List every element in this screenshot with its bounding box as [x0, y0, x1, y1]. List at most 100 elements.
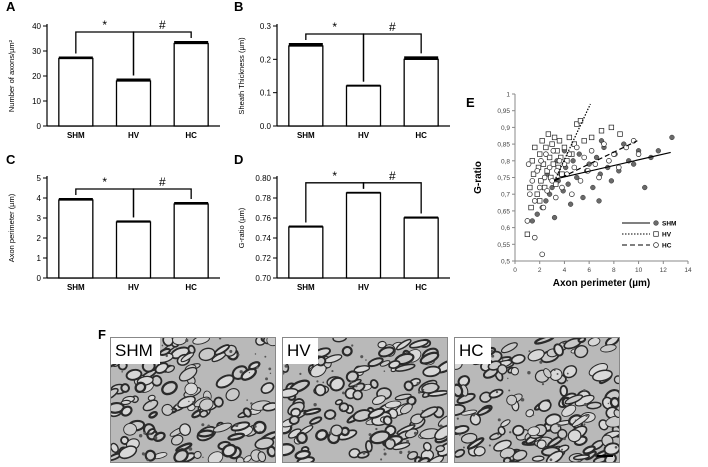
- legend-label-shm: SHM: [662, 221, 676, 228]
- point-shm: [596, 198, 602, 204]
- point-shm: [642, 184, 648, 191]
- y-tick-label: 3: [37, 214, 42, 223]
- point-hc: [541, 174, 548, 181]
- point-hv: [566, 134, 573, 141]
- bar-hc: [403, 217, 439, 279]
- point-hv: [527, 184, 533, 191]
- significance-bracket: [362, 33, 422, 82]
- bar-chart-c: 0 1 2 3 4 5 Axon perimeter (µm) SHM HV HC * #: [7, 174, 220, 292]
- point-hv: [598, 128, 605, 134]
- point-hv: [532, 144, 538, 151]
- point-hc: [569, 191, 575, 197]
- y-tick-label: 2: [37, 234, 42, 243]
- x-tick-label: 6: [587, 267, 591, 274]
- y-tick-label: 0,65: [497, 208, 510, 215]
- y-tick-label: 0.72: [255, 254, 271, 263]
- point-hc: [592, 161, 599, 167]
- bar-shm: [58, 199, 94, 279]
- panel-letter-f: F: [98, 327, 106, 342]
- error-bar: [174, 202, 209, 204]
- point-shm: [669, 134, 675, 141]
- micrograph-texture-hc: [455, 338, 619, 462]
- significance-bracket: [132, 31, 192, 76]
- legend-label-hc: HC: [662, 243, 672, 250]
- point-hv: [561, 144, 568, 151]
- point-hc: [529, 178, 536, 184]
- point-hv: [539, 138, 545, 144]
- point-hc: [527, 191, 533, 197]
- x-tick-label: 4: [563, 267, 567, 274]
- point-hc: [581, 154, 587, 161]
- y-tick-label: 30: [32, 47, 41, 56]
- bar-hv: [115, 80, 152, 127]
- point-hc: [630, 138, 637, 144]
- point-shm: [630, 161, 637, 167]
- point-hc: [577, 178, 584, 184]
- micrograph-texture-hv: [283, 338, 447, 462]
- error-bar: [116, 220, 151, 222]
- y-tick-label: 10: [32, 97, 41, 106]
- point-shm: [570, 158, 576, 164]
- point-hc: [525, 161, 532, 167]
- panel-letter-d: D: [234, 152, 244, 167]
- y-tick-label: 4: [37, 194, 42, 203]
- point-hv: [559, 171, 565, 177]
- y-tick-label: 0,55: [497, 242, 510, 249]
- x-tick-label: 10: [635, 267, 643, 274]
- y-tick-label: 0,9: [501, 125, 510, 132]
- point-hc: [536, 184, 543, 191]
- point-hv: [550, 161, 556, 167]
- x-tick-label: 0: [513, 267, 517, 274]
- point-hv: [553, 181, 559, 187]
- y-axis-label: Axon perimeter (µm): [7, 193, 16, 262]
- x-tick-label: HV: [358, 283, 370, 292]
- bar-shm: [58, 57, 94, 127]
- x-tick-label: SHM: [297, 131, 315, 140]
- y-tick-label: 0.1: [260, 89, 272, 98]
- y-tick-label: 0.76: [255, 214, 271, 223]
- point-hv: [537, 198, 543, 204]
- bar-hc: [173, 42, 209, 127]
- point-hv: [588, 134, 595, 141]
- significance-label: #: [159, 18, 166, 32]
- significance-label: #: [389, 20, 396, 34]
- y-tick-label: 0: [37, 122, 42, 131]
- bar-chart-a: 0 10 20 30 40 Number of axons/µm² SHM HV HC * #: [7, 18, 220, 140]
- y-tick-label: 1: [37, 254, 42, 263]
- point-hv: [549, 141, 555, 147]
- point-hv: [528, 204, 534, 211]
- point-shm: [580, 194, 586, 201]
- y-tick-label: 0.70: [255, 274, 271, 283]
- legend-label-hv: HV: [662, 232, 672, 239]
- point-hc: [540, 204, 547, 211]
- y-axis-label: G-ratio: [473, 161, 484, 194]
- y-tick-label: 1: [506, 92, 510, 99]
- x-tick-label: SHM: [297, 283, 315, 292]
- x-tick-label: SHM: [67, 283, 85, 292]
- point-hc: [606, 158, 612, 164]
- panel-letter-b: B: [234, 0, 244, 14]
- y-tick-label: 0.0: [260, 122, 272, 131]
- x-tick-label: HV: [128, 283, 140, 292]
- point-hc: [546, 164, 553, 171]
- x-tick-label: HV: [358, 131, 370, 140]
- point-hc: [601, 141, 607, 147]
- x-tick-label: SHM: [67, 131, 85, 140]
- x-tick-label: 2: [538, 267, 542, 274]
- panel-letter-a: A: [6, 0, 16, 14]
- error-bar: [404, 216, 439, 218]
- significance-bracket: [362, 182, 422, 214]
- y-tick-label: 0,7: [501, 192, 510, 199]
- point-shm: [653, 220, 659, 226]
- point-hc: [532, 234, 538, 241]
- error-bar: [58, 56, 93, 59]
- y-tick-label: 5: [37, 174, 42, 183]
- scatter-points: [524, 103, 675, 258]
- point-hc: [543, 151, 549, 157]
- point-hc: [574, 144, 580, 151]
- point-hc: [559, 184, 565, 191]
- bar-hc: [173, 203, 209, 279]
- point-hv: [538, 178, 544, 184]
- point-hc: [596, 174, 602, 181]
